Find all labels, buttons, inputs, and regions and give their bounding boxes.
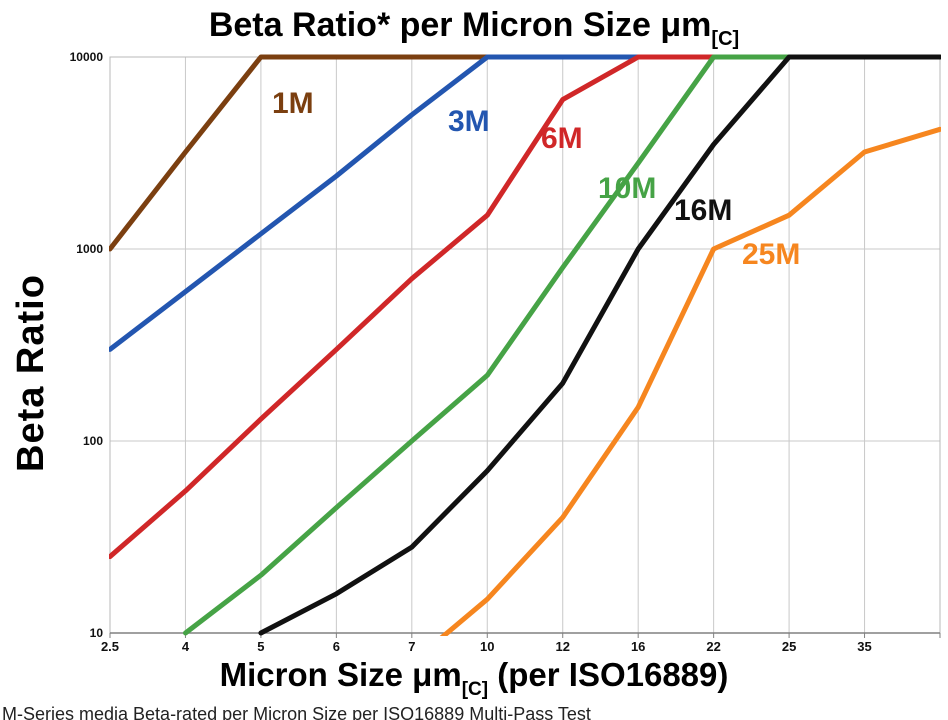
x-axis-title-subscript: [C] bbox=[461, 679, 489, 700]
plot-border bbox=[109, 56, 941, 634]
chart-title: Beta Ratio* per Micron Size μm[C] bbox=[0, 6, 948, 51]
series-line-25M bbox=[439, 126, 941, 636]
x-axis-title-post: (per ISO16889) bbox=[488, 656, 729, 693]
x-tick-label: 35 bbox=[857, 639, 871, 654]
x-tick-label: 12 bbox=[555, 639, 569, 654]
y-tick-label: 100 bbox=[83, 434, 103, 448]
series-line-10M bbox=[183, 54, 941, 636]
series-label-25M: 25M bbox=[742, 238, 800, 271]
y-tick-label: 10 bbox=[90, 626, 104, 640]
x-tick-label: 5 bbox=[257, 639, 264, 654]
series-label-1M: 1M bbox=[272, 87, 314, 120]
series-label-6M: 6M bbox=[541, 122, 583, 155]
series-label-16M: 16M bbox=[674, 194, 732, 227]
x-tick-label: 4 bbox=[182, 639, 190, 654]
x-tick-label: 6 bbox=[333, 639, 340, 654]
series-line-6M bbox=[109, 54, 941, 560]
chart-title-main: Beta Ratio* per Micron Size μm bbox=[208, 6, 712, 44]
chart-title-subscript: [C] bbox=[711, 28, 740, 50]
x-axis-title: Micron Size μm[C] (per ISO16889) bbox=[0, 656, 948, 701]
y-tick-label: 10000 bbox=[70, 50, 104, 64]
x-tick-label: 7 bbox=[408, 639, 415, 654]
x-tick-label: 22 bbox=[706, 639, 720, 654]
series-label-3M: 3M bbox=[448, 105, 490, 138]
x-tick-label: 16 bbox=[631, 639, 645, 654]
x-tick-label: 10 bbox=[480, 639, 494, 654]
series-label-10M: 10M bbox=[598, 172, 656, 205]
x-axis-title-main: Micron Size μm bbox=[219, 656, 462, 693]
series-line-3M bbox=[109, 54, 941, 352]
cut-off-caption: M-Series media Beta-rated per Micron Siz… bbox=[2, 704, 591, 720]
x-tick-label: 2.5 bbox=[101, 639, 119, 654]
y-tick-label: 1000 bbox=[76, 242, 103, 256]
series-line-16M bbox=[258, 54, 941, 636]
x-tick-label: 25 bbox=[782, 639, 796, 654]
